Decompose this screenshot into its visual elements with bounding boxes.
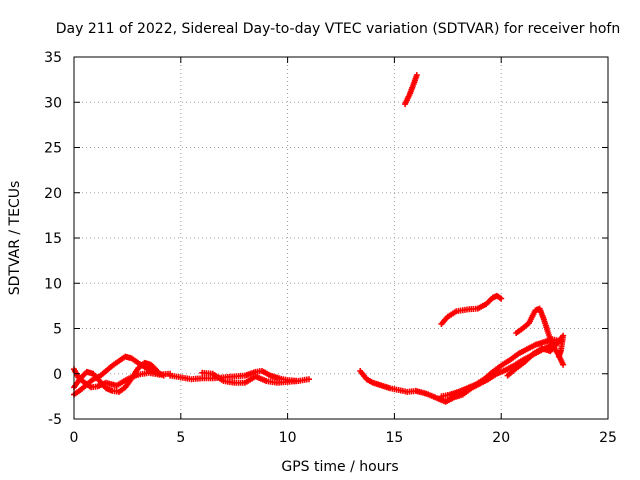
y-axis-label: SDTVAR / TECUs bbox=[7, 181, 23, 296]
x-axis-tick-labels: 0 5 10 15 20 25 bbox=[70, 430, 617, 446]
y-tick-label: 15 bbox=[44, 231, 62, 247]
series-trace-e bbox=[199, 369, 302, 386]
x-tick-label: 5 bbox=[176, 430, 185, 446]
y-tick-label: 20 bbox=[44, 186, 62, 202]
y-tick-label: 30 bbox=[44, 95, 62, 111]
x-tick-label: 20 bbox=[492, 430, 510, 446]
series-points bbox=[402, 72, 420, 108]
series-trace-h bbox=[402, 72, 420, 108]
y-tick-label: 5 bbox=[53, 322, 62, 338]
x-tick-label: 15 bbox=[385, 430, 403, 446]
x-tick-label: 10 bbox=[279, 430, 297, 446]
grid bbox=[74, 57, 608, 419]
series-points bbox=[438, 336, 564, 400]
series-points bbox=[504, 332, 567, 379]
y-tick-label: 25 bbox=[44, 141, 62, 157]
series-points bbox=[199, 369, 302, 386]
y-axis-tick-labels: -5 0 5 10 15 20 25 30 35 bbox=[44, 50, 62, 428]
x-axis-label: GPS time / hours bbox=[281, 459, 398, 475]
y-tick-label: 0 bbox=[53, 367, 62, 383]
series-trace-i bbox=[438, 292, 505, 327]
y-tick-label: -5 bbox=[48, 412, 62, 428]
series-points bbox=[438, 292, 505, 327]
y-tick-label: 10 bbox=[44, 276, 62, 292]
x-tick-label: 25 bbox=[599, 430, 617, 446]
axis-ticks bbox=[73, 56, 609, 420]
chart-title: Day 211 of 2022, Sidereal Day-to-day VTE… bbox=[56, 21, 620, 37]
y-tick-label: 35 bbox=[44, 50, 62, 66]
x-tick-label: 0 bbox=[70, 430, 79, 446]
series-trace-g bbox=[438, 336, 564, 400]
series-trace-k bbox=[504, 332, 567, 379]
